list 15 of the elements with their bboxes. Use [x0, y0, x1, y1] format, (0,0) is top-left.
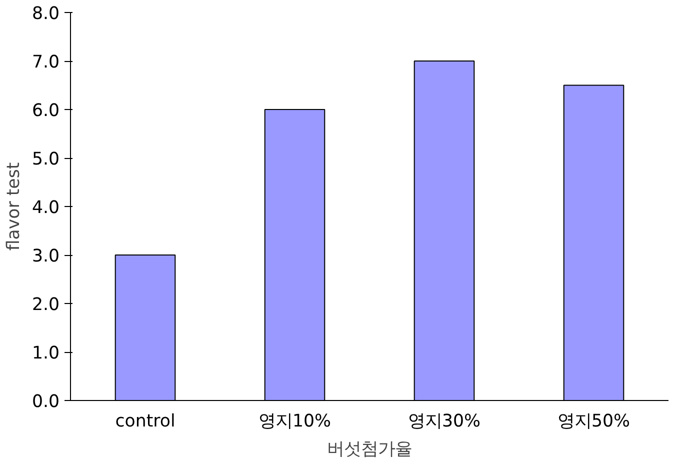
y-tick-label: 5.0: [32, 150, 60, 170]
y-tick-label: 6.0: [32, 101, 60, 121]
y-tick-label: 1.0: [32, 344, 60, 364]
y-tick-label: 8.0: [32, 4, 60, 24]
x-tick-label: control: [115, 412, 176, 432]
x-tick-label: 영지30%: [408, 412, 481, 432]
x-tick-label: 영지50%: [557, 412, 630, 432]
y-tick-label: 2.0: [32, 295, 60, 315]
x-axis-title: 버섯첨가율: [327, 440, 412, 460]
y-axis-title: flavor test: [4, 162, 24, 251]
y-tick-label: 0.0: [32, 392, 60, 412]
y-tick-label: 4.0: [32, 198, 60, 218]
y-tick-label: 3.0: [32, 246, 60, 266]
y-tick-label: 7.0: [32, 52, 60, 72]
x-tick-label: 영지10%: [258, 412, 332, 432]
